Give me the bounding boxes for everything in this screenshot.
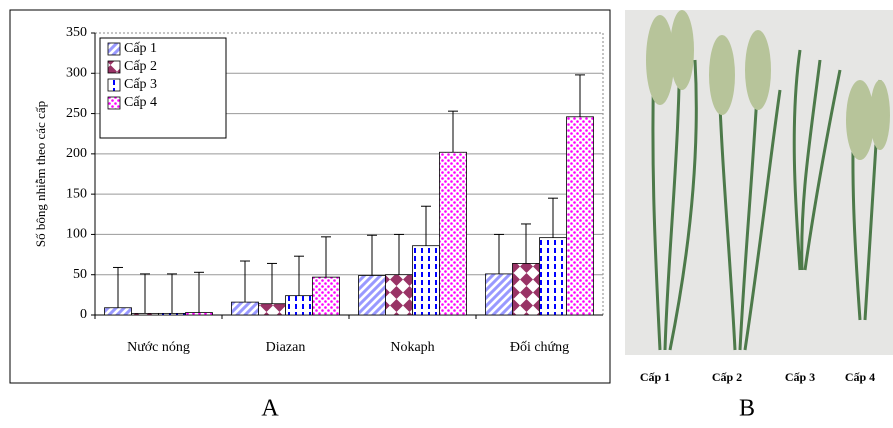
figure: Số bông nhiễm theo các cấp A B Cấp 1 Cấp… [0,0,893,423]
y-tick-label: 200 [66,146,87,161]
x-tick-label: Nokaph [390,340,434,355]
photo [625,10,893,355]
bar [232,302,259,315]
panel-label: B [739,396,755,422]
legend-label: Cấp 1 [124,41,157,56]
bar [440,152,467,315]
bar [386,275,413,315]
y-axis-label: Số bông nhiễm theo các cấp [33,101,48,247]
legend-swatch [108,61,120,73]
legend-swatch [108,79,120,91]
bar [540,238,567,315]
panel-label: A [261,396,279,422]
photo-label: Cấp 4 [845,370,875,384]
x-tick-label: Nước nóng [127,340,190,355]
y-tick-label: 0 [80,307,87,322]
bar [567,117,594,315]
photo-label: Cấp 3 [785,370,815,384]
y-tick-label: 300 [66,66,87,81]
bar [159,313,186,315]
legend-label: Cấp 4 [124,95,157,110]
y-tick-label: 100 [66,227,87,242]
bar [132,313,159,315]
legend-swatch [108,43,120,55]
y-tick-label: 350 [66,25,87,40]
bar [486,274,513,315]
bar [413,246,440,315]
bar [105,308,132,315]
bar [513,263,540,315]
bar [286,296,313,315]
y-tick-label: 250 [66,106,87,121]
legend-swatch [108,97,120,109]
y-tick-label: 150 [66,186,87,201]
bar [186,313,213,315]
y-tick-label: 50 [73,267,87,282]
bar [359,276,386,315]
legend-label: Cấp 3 [124,77,157,92]
bar [259,304,286,315]
legend-label: Cấp 2 [124,59,157,74]
photo-label: Cấp 1 [640,370,670,384]
bar [313,277,340,315]
photo-label: Cấp 2 [712,370,742,384]
x-tick-label: Đối chứng [510,340,569,355]
x-tick-label: Diazan [266,340,306,355]
